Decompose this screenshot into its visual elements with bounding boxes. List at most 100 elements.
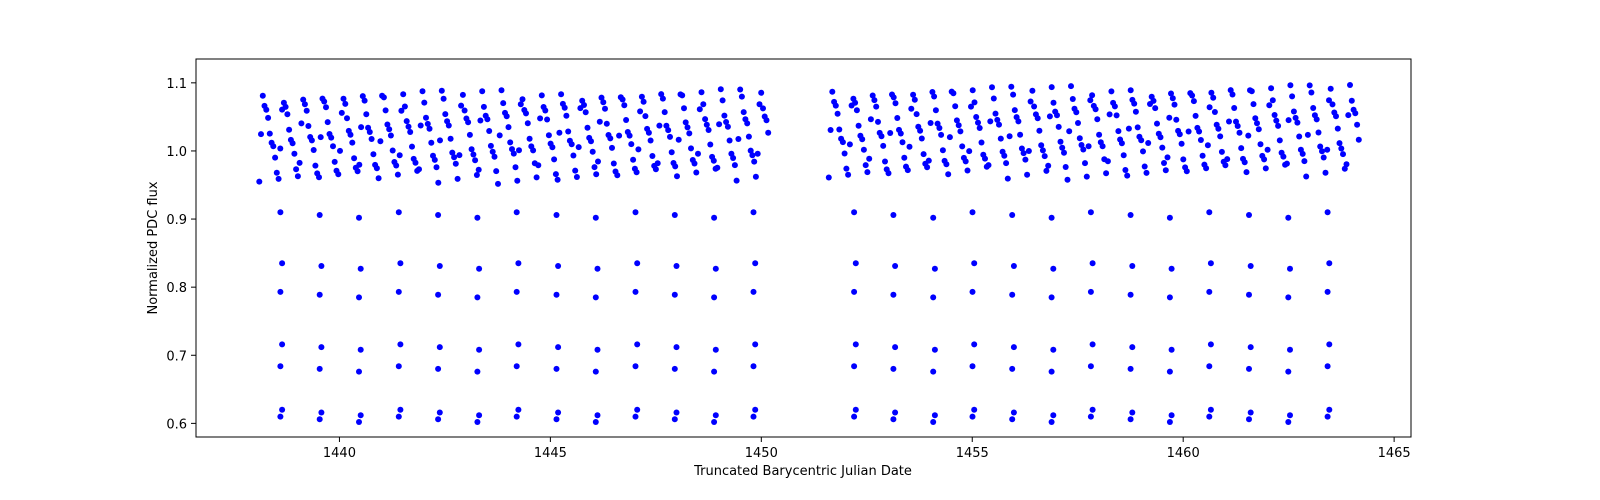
data-point [537, 115, 544, 122]
data-point [750, 209, 757, 216]
data-point [412, 159, 419, 166]
data-point [1254, 120, 1260, 127]
data-point [938, 131, 945, 138]
data-point [890, 291, 897, 298]
data-point [1062, 164, 1069, 170]
data-point [1048, 368, 1055, 375]
data-point [308, 137, 315, 144]
data-point [436, 409, 443, 416]
data-point [619, 96, 626, 103]
data-point [1022, 156, 1029, 163]
data-point [726, 137, 733, 144]
data-point [1111, 103, 1118, 110]
data-point [277, 209, 284, 216]
data-point [316, 416, 323, 423]
data-point [524, 120, 531, 127]
data-point [568, 141, 575, 148]
data-point [918, 135, 925, 142]
data-point [859, 136, 866, 143]
data-point [519, 96, 526, 103]
data-point [623, 117, 630, 123]
data-point [1197, 137, 1204, 143]
data-point [1138, 137, 1145, 144]
data-point [279, 341, 286, 348]
data-point [1283, 160, 1290, 167]
data-point [969, 87, 976, 94]
data-point [1189, 92, 1196, 99]
data-point [1343, 161, 1350, 168]
data-point [1089, 92, 1096, 99]
data-point [688, 145, 694, 152]
data-point [969, 413, 976, 420]
data-point [603, 120, 610, 127]
data-point [1064, 176, 1071, 183]
data-point [682, 119, 689, 126]
data-point [1080, 146, 1087, 153]
data-point [1046, 113, 1053, 120]
data-point [351, 155, 358, 162]
data-point [671, 416, 678, 423]
data-point [515, 341, 522, 348]
data-point [466, 131, 473, 138]
data-point [1192, 112, 1199, 119]
data-point [1269, 97, 1276, 104]
data-point [635, 146, 642, 153]
data-point [1246, 365, 1252, 372]
data-point [1152, 105, 1159, 112]
data-point [1196, 128, 1203, 135]
data-point [955, 122, 962, 129]
data-point [971, 260, 978, 267]
data-point [852, 406, 859, 413]
data-point [480, 103, 487, 110]
data-point [851, 288, 858, 295]
data-point [445, 122, 452, 129]
data-point [1206, 413, 1213, 420]
data-point [1261, 156, 1268, 163]
data-point [904, 167, 911, 174]
data-point [969, 209, 976, 216]
data-point [1009, 416, 1016, 423]
data-point [866, 155, 873, 162]
data-point [712, 412, 719, 419]
data-point [1304, 131, 1311, 138]
data-point [681, 105, 687, 112]
data-point [1166, 294, 1173, 301]
data-point [435, 416, 442, 423]
data-point [258, 131, 264, 138]
data-point [750, 413, 757, 420]
data-point [436, 263, 443, 269]
data-point [1168, 90, 1174, 97]
data-point [667, 133, 673, 140]
data-point [459, 91, 466, 98]
data-point [695, 150, 701, 157]
data-point [331, 158, 338, 165]
data-point [397, 341, 404, 348]
data-point [279, 406, 286, 413]
data-point [361, 97, 368, 104]
data-point [1287, 346, 1293, 353]
data-point [551, 156, 558, 163]
data-point [1027, 98, 1034, 105]
data-point [1129, 344, 1136, 351]
data-point [707, 141, 714, 148]
data-point [318, 344, 325, 351]
data-point [1306, 82, 1313, 89]
data-point [397, 260, 404, 267]
data-point [510, 150, 517, 157]
data-point [542, 107, 549, 114]
data-point [581, 102, 587, 108]
data-point [1115, 128, 1122, 135]
data-point [843, 165, 850, 172]
data-point [449, 149, 456, 156]
data-point [1141, 163, 1148, 170]
data-point [1238, 145, 1245, 152]
data-point [1085, 143, 1092, 150]
data-point [873, 103, 880, 110]
data-point [882, 158, 888, 165]
data-point [1010, 409, 1017, 416]
data-point [513, 413, 520, 420]
data-point [373, 165, 380, 172]
data-point [1326, 260, 1333, 267]
data-point [1326, 406, 1333, 413]
data-point [310, 147, 317, 153]
